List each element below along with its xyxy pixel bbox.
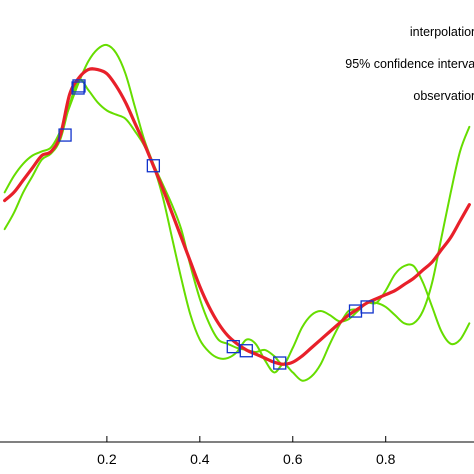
x-tick-label: 0.2 (97, 451, 117, 467)
x-tick-label: 0.8 (376, 451, 396, 467)
observation-point (58, 128, 72, 142)
interpolation-line (3, 67, 471, 366)
observation-point (239, 344, 253, 358)
observation-point (273, 356, 287, 370)
legend-label: 95% confidence interval (345, 57, 474, 71)
x-ticks: 0.2 0.4 0.6 0.8 (97, 436, 396, 467)
observation-point (72, 79, 86, 93)
legend-label: interpolation (410, 25, 474, 39)
x-tick-label: 0.4 (190, 451, 210, 467)
observation-point (360, 300, 374, 314)
observation-point (226, 339, 240, 354)
legend-label: observation (413, 89, 474, 103)
legend: interpolation 95% confidence interval obse… (345, 25, 474, 103)
observation-point (146, 159, 161, 173)
x-tick-label: 0.6 (283, 451, 303, 467)
observation-point (71, 81, 85, 95)
observation-markers (58, 79, 374, 370)
